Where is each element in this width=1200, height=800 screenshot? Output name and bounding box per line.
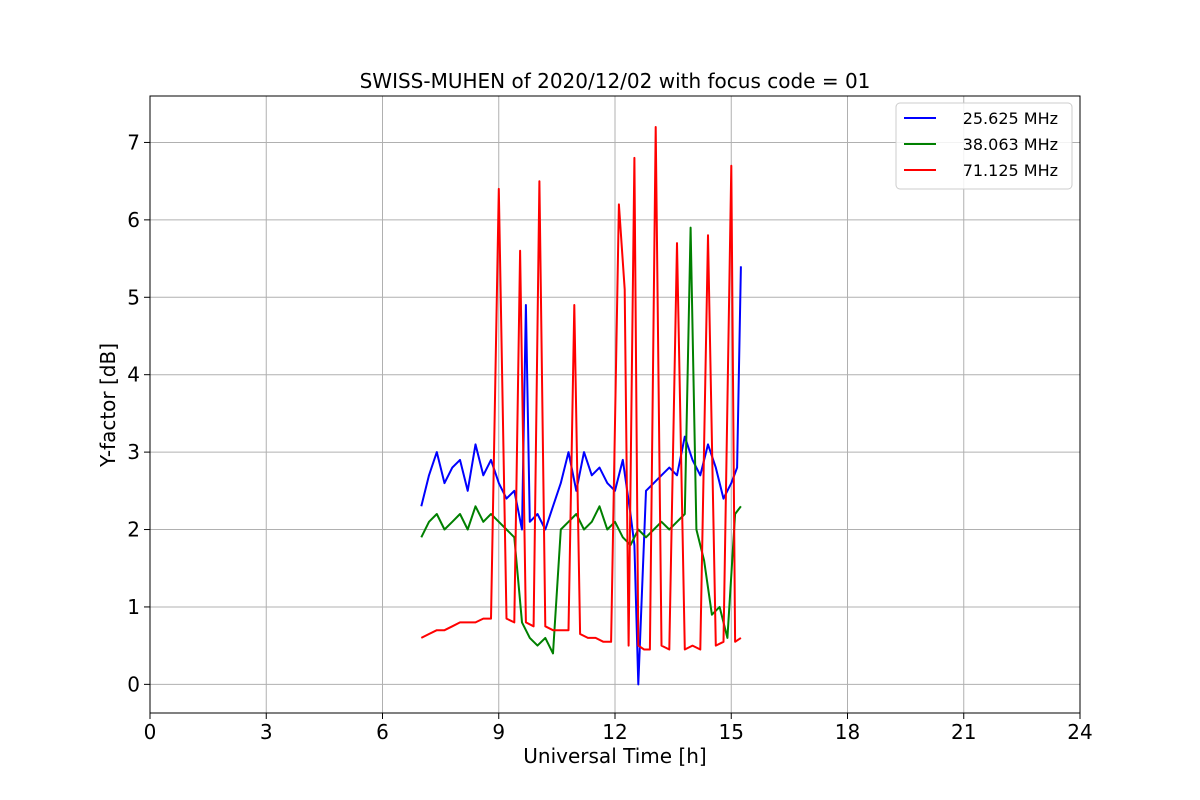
x-tick-label: 6 — [376, 720, 389, 744]
x-tick-label: 3 — [260, 720, 273, 744]
legend-label: 71.125 MHz — [963, 161, 1058, 180]
y-tick-label: 0 — [127, 672, 140, 696]
y-tick-label: 4 — [127, 363, 140, 387]
x-tick-label: 0 — [144, 720, 157, 744]
series-line-2 — [420, 226, 742, 655]
legend-box — [895, 102, 1073, 190]
series-line-3 — [420, 126, 742, 651]
y-tick-label: 5 — [127, 285, 140, 309]
x-tick-label: 12 — [602, 720, 627, 744]
x-tick-label: 24 — [1067, 720, 1092, 744]
y-axis-label: Y-factor [dB] — [96, 343, 120, 468]
x-tick-label: 18 — [835, 720, 860, 744]
x-tick-label: 21 — [951, 720, 976, 744]
x-axis-label: Universal Time [h] — [523, 744, 706, 768]
x-tick-label: 9 — [492, 720, 505, 744]
y-tick-label: 7 — [127, 130, 140, 154]
series-line-1 — [420, 266, 742, 686]
legend-label: 25.625 MHz — [963, 109, 1058, 128]
y-tick-label: 6 — [127, 208, 140, 232]
series-layer — [420, 126, 742, 686]
x-tick-label: 15 — [719, 720, 744, 744]
y-tick-label: 1 — [127, 595, 140, 619]
chart-title: SWISS-MUHEN of 2020/12/02 with focus cod… — [360, 69, 871, 93]
legend-label: 38.063 MHz — [963, 135, 1058, 154]
legend: 25.625 MHz 38.063 MHz 71.125 MHz — [895, 102, 1073, 190]
y-tick-label: 2 — [127, 518, 140, 542]
y-tick-label: 3 — [127, 440, 140, 464]
